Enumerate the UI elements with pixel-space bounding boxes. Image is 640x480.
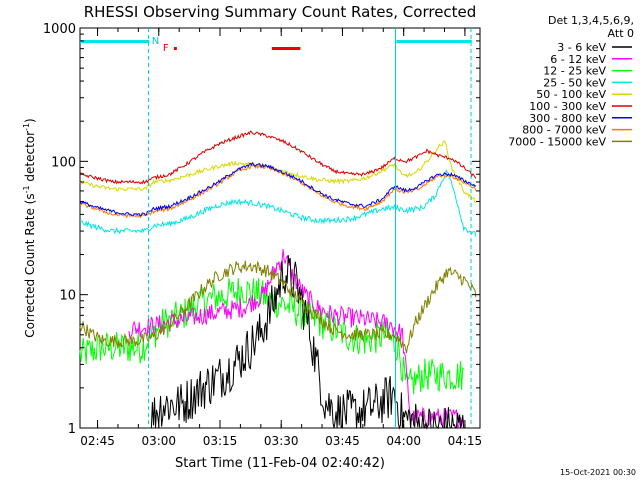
chart-title: RHESSI Observing Summary Count Rates, Co… [84,3,477,21]
saa-marker: N [152,36,159,47]
series-line [79,140,477,204]
x-tick-label: 03:15 [203,434,238,448]
flare-bar [271,47,301,50]
x-tick-label: 04:00 [386,434,421,448]
legend-label: 100 - 300 keV [529,100,606,113]
y-axis-label-sup2: -1 [22,123,31,131]
y-tick-label: 1 [68,422,76,437]
y-tick-label: 1000 [43,22,76,37]
plot-area: NF [79,27,481,430]
legend-detectors: Det 1,3,4,5,6,9, [548,14,634,27]
x-tick-label: 04:15 [448,434,483,448]
x-tick-label: 02:45 [80,434,115,448]
night-bar [80,40,150,43]
x-axis: 02:45 03:00 03:15 03:30 03:45 04:00 04:15 [80,28,482,448]
legend-label: 50 - 100 keV [536,88,606,101]
legend-label: 25 - 50 keV [543,76,606,89]
series-line [150,255,465,430]
flare-marker: F [163,43,169,54]
legend-label: 300 - 800 keV [529,112,606,125]
legend-label: 7000 - 15000 keV [508,135,606,148]
y-axis-label-mid: detector [23,131,37,186]
flags-layer: NF [80,28,472,428]
series-line [79,161,477,217]
plot-frame [79,27,481,429]
y-tick-label: 100 [51,155,76,170]
legend-label: 6 - 12 keV [550,53,606,66]
series-line [79,169,477,237]
legend-attenuator: Att 0 [608,27,634,40]
series-line [79,163,477,219]
x-tick-label: 03:45 [325,434,360,448]
series-line [79,260,477,354]
series-layer [79,130,477,430]
x-axis-label: Start Time (11-Feb-04 02:40:42) [175,456,385,471]
legend-label: 12 - 25 keV [543,65,606,78]
night-bar [396,40,472,43]
legend-label: 3 - 6 keV [557,41,606,54]
y-axis: 1 10 100 1000 [43,22,480,437]
series-line [79,130,477,185]
y-axis-label-main: Corrected Count Rate (s [23,193,37,337]
footer-date: 15-Oct-2021 00:30 [560,468,636,477]
y-axis-label-sup1: -1 [22,185,31,193]
flare-bar [173,47,177,50]
x-tick-label: 03:30 [264,434,299,448]
y-axis-label: Corrected Count Rate (s-1 detector-1) [22,118,37,337]
y-tick-label: 10 [59,289,76,304]
series-line [128,249,465,428]
y-axis-label-end: ) [23,118,37,123]
x-tick-label: 03:00 [141,434,176,448]
legend-label: 800 - 7000 keV [522,124,606,137]
